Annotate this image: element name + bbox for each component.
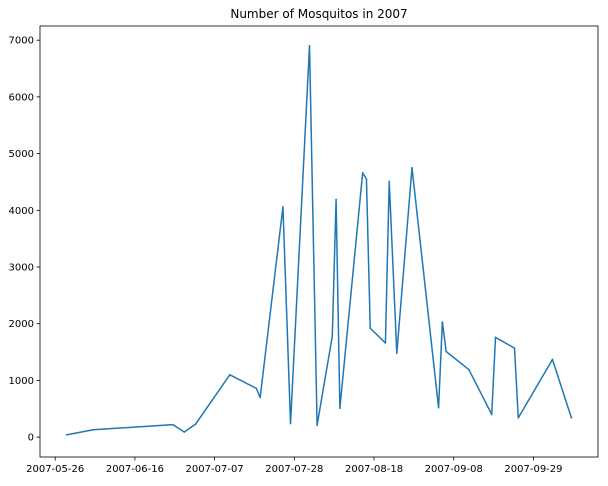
data-point-20 [396,352,398,355]
y-tick-label-0: 0 [28,433,34,444]
plot-frame [39,25,599,458]
data-point-24 [445,350,447,353]
chart-title: Number of Mosquitos in 2007 [230,7,407,21]
data-point-15 [361,172,364,174]
data-point-30 [551,358,554,361]
y-tick-label-4: 4000 [9,206,34,217]
data-point-19 [388,180,391,183]
y-tick-label-1: 1000 [9,376,34,387]
data-point-8 [282,206,284,208]
series-layer [65,45,573,436]
y-tick-label-7: 7000 [9,36,34,47]
data-point-18 [384,342,387,344]
x-axis: 2007-05-26 2007-06-16 2007-07-07 2007-07-28… [26,457,563,475]
data-point-2 [172,423,174,426]
data-point-10 [308,45,311,47]
x-tick-label-4: 2007-08-18 [345,464,403,475]
y-tick-label-5: 5000 [9,149,34,160]
data-point-0 [65,434,68,436]
x-tick-label-1: 2007-06-16 [106,464,164,475]
y-tick-label-2: 2000 [9,319,34,330]
data-point-16 [365,178,368,180]
data-point-31 [570,417,573,419]
data-point-27 [494,336,497,339]
data-point-28 [513,347,516,349]
x-tick-label-6: 2007-09-29 [504,464,562,475]
data-point-5 [229,373,231,376]
data-point-1 [92,428,94,431]
data-point-23 [441,321,444,323]
data-point-12 [331,335,334,338]
data-point-3 [183,431,186,433]
data-point-26 [490,413,493,416]
data-point-7 [259,396,261,399]
data-point-14 [339,407,341,410]
data-point-6 [255,387,258,390]
series-line-0 [66,45,573,436]
data-point-13 [335,198,337,201]
data-point-29 [517,417,520,419]
data-point-25 [468,368,470,371]
x-tick-label-2: 2007-07-07 [186,464,244,475]
data-point-11 [316,424,318,427]
x-tick-label-5: 2007-09-08 [425,464,483,475]
y-tick-label-3: 3000 [9,263,34,274]
x-tick-label-0: 2007-05-26 [26,464,84,475]
y-tick-label-6: 6000 [9,92,34,103]
data-point-21 [411,166,413,169]
data-point-17 [369,327,372,330]
x-tick-label-3: 2007-07-28 [265,464,323,475]
data-point-22 [437,406,440,409]
y-axis: 0 1000 2000 3000 4000 5000 6000 7000 [9,36,40,444]
data-point-4 [194,423,197,425]
data-point-9 [289,422,292,425]
